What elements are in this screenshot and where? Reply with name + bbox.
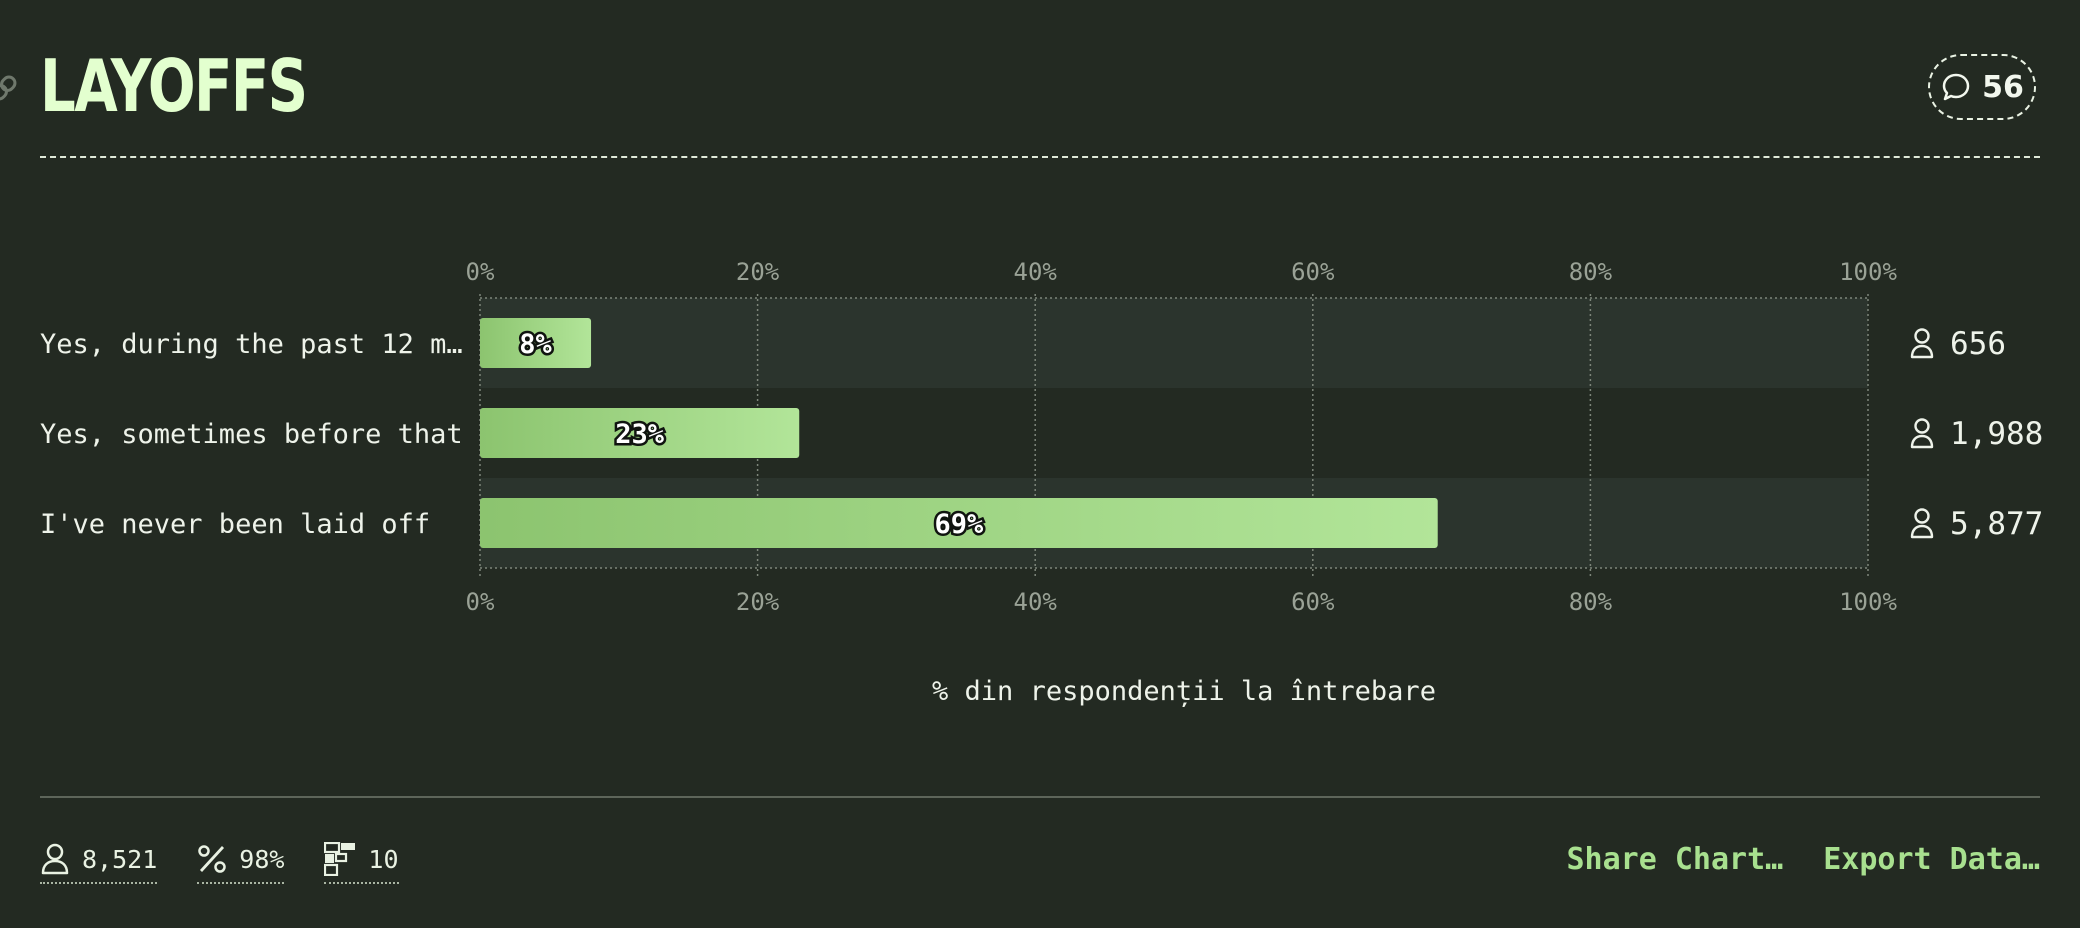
- person-icon: [1910, 418, 1934, 449]
- share-chart-button[interactable]: Share Chart…: [1566, 842, 1784, 877]
- comment-icon: [1942, 73, 1970, 101]
- total-respondents-stat[interactable]: 8,521: [40, 842, 158, 884]
- breakdown-icon: [324, 842, 356, 876]
- person-icon: [1910, 328, 1934, 359]
- breakdown-stat[interactable]: 10: [324, 842, 399, 884]
- breakdown-value: 10: [368, 844, 399, 874]
- x-tick-label-bottom: 40%: [1014, 588, 1058, 616]
- footer-divider: [40, 796, 2040, 798]
- x-tick-label-bottom: 100%: [1839, 588, 1897, 616]
- x-tick-label-top: 20%: [736, 258, 780, 286]
- bar[interactable]: [480, 408, 800, 458]
- category-label: Yes, during the past 12 m…: [40, 329, 463, 360]
- respondent-count: 5,877: [1950, 506, 2043, 542]
- bar[interactable]: [480, 318, 592, 368]
- response-rate-value: 98%: [239, 844, 285, 874]
- category-label: I've never been laid off: [40, 509, 430, 540]
- bar[interactable]: [480, 498, 1438, 548]
- response-rate-stat[interactable]: 98%: [197, 842, 285, 884]
- category-label: Yes, sometimes before that: [40, 419, 463, 450]
- chart-actions: Share Chart… Export Data…: [1567, 842, 2041, 877]
- x-tick-label-top: 80%: [1569, 258, 1613, 286]
- x-tick-label-bottom: 80%: [1569, 588, 1613, 616]
- link-icon[interactable]: [0, 70, 20, 106]
- respondent-count: 1,988: [1950, 416, 2043, 452]
- percent-icon: [198, 845, 227, 873]
- x-axis-title: % din respondenții la întrebare: [932, 676, 1436, 707]
- x-tick-label-top: 0%: [466, 258, 495, 286]
- x-tick-label-top: 100%: [1839, 258, 1897, 286]
- header-divider: [40, 156, 2040, 158]
- bar-chart: 0% 0% 20% 20% 40% 40% 60% 60% 80% 80% 100% 100% 8% Ye…: [40, 258, 2043, 616]
- summary-stats: 8,521 98% 10: [40, 842, 399, 884]
- x-tick-label-bottom: 0%: [466, 588, 495, 616]
- row-band: [480, 298, 1868, 388]
- bar-value-label: 8%: [519, 329, 552, 360]
- page-title: LAYOFFS: [40, 44, 308, 128]
- export-data-button[interactable]: Export Data…: [1823, 842, 2040, 877]
- total-respondents-value: 8,521: [82, 844, 158, 874]
- x-tick-label-bottom: 60%: [1291, 588, 1335, 616]
- bar-value-label: 23%: [615, 419, 665, 450]
- x-tick-label-bottom: 20%: [736, 588, 780, 616]
- bar-value-label: 69%: [934, 509, 984, 540]
- comments-button[interactable]: 56: [1928, 54, 2036, 120]
- person-icon: [1910, 508, 1934, 539]
- person-icon: [41, 843, 69, 875]
- x-tick-label-top: 60%: [1291, 258, 1335, 286]
- comment-count: 56: [1982, 69, 2024, 105]
- respondent-count: 656: [1950, 326, 2006, 362]
- x-tick-label-top: 40%: [1014, 258, 1058, 286]
